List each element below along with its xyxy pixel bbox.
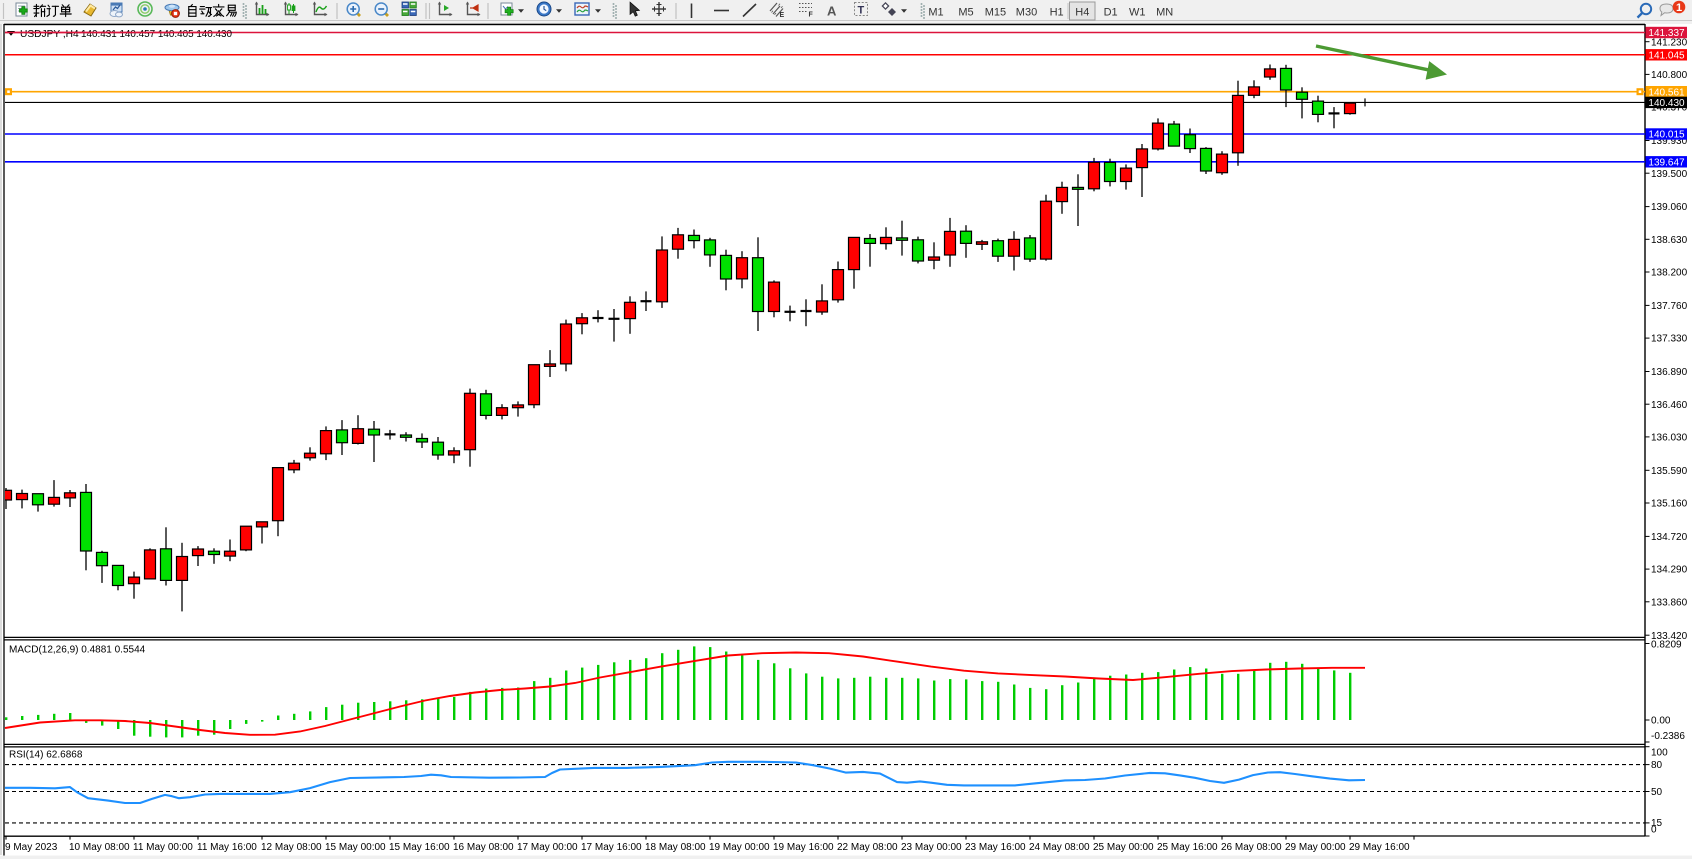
svg-text:D1: D1 [1104, 7, 1118, 19]
svg-text:133.420: 133.420 [1651, 631, 1688, 642]
svg-text:137.330: 137.330 [1651, 334, 1688, 345]
svg-text:136.030: 136.030 [1651, 433, 1688, 444]
svg-text:E: E [780, 12, 785, 19]
svg-text:137.760: 137.760 [1651, 301, 1688, 312]
svg-text:141.230: 141.230 [1651, 37, 1688, 48]
svg-text:140.015: 140.015 [1648, 130, 1685, 141]
svg-text:0: 0 [1651, 825, 1657, 836]
svg-text:50: 50 [1651, 787, 1663, 798]
svg-text:25 May 00:00: 25 May 00:00 [1093, 842, 1154, 853]
svg-text:141.337: 141.337 [1648, 28, 1685, 39]
svg-text:15: 15 [1651, 818, 1663, 829]
svg-text:19 May 16:00: 19 May 16:00 [773, 842, 834, 853]
svg-text:15 May 16:00: 15 May 16:00 [389, 842, 450, 853]
svg-text:M5: M5 [958, 7, 973, 19]
svg-text:17 May 00:00: 17 May 00:00 [517, 842, 578, 853]
svg-text:0.8209: 0.8209 [1651, 640, 1682, 651]
svg-text:25 May 16:00: 25 May 16:00 [1157, 842, 1218, 853]
svg-text:139.500: 139.500 [1651, 169, 1688, 180]
svg-text:140.800: 140.800 [1651, 70, 1688, 81]
svg-text:M1: M1 [928, 7, 943, 19]
svg-text:139.060: 139.060 [1651, 202, 1688, 213]
svg-text:10 May 08:00: 10 May 08:00 [69, 842, 130, 853]
svg-text:1: 1 [1676, 2, 1682, 14]
svg-text:H1: H1 [1050, 7, 1064, 19]
svg-text:139.930: 139.930 [1651, 136, 1688, 147]
svg-text:17 May 16:00: 17 May 16:00 [581, 842, 642, 853]
svg-text:USDJPY ,H4: USDJPY ,H4 [20, 29, 79, 40]
svg-text:11 May 16:00: 11 May 16:00 [197, 842, 257, 853]
svg-text:-0.2386: -0.2386 [1651, 731, 1685, 742]
svg-text:A: A [827, 4, 837, 19]
svg-text:139.647: 139.647 [1648, 157, 1685, 168]
svg-text:135.590: 135.590 [1651, 466, 1688, 477]
svg-text:140.561: 140.561 [1648, 87, 1685, 98]
svg-text:140.430: 140.430 [1648, 98, 1685, 109]
svg-text:140.370: 140.370 [1651, 103, 1688, 114]
svg-text:MN: MN [1156, 7, 1173, 19]
svg-text:24 May 08:00: 24 May 08:00 [1029, 842, 1090, 853]
svg-text:135.160: 135.160 [1651, 499, 1688, 510]
svg-text:80: 80 [1651, 760, 1663, 771]
svg-text:F: F [809, 12, 814, 19]
svg-text:29 May 16:00: 29 May 16:00 [1349, 842, 1410, 853]
svg-text:22 May 08:00: 22 May 08:00 [837, 842, 898, 853]
svg-text:11 May 00:00: 11 May 00:00 [133, 842, 193, 853]
svg-text:23 May 00:00: 23 May 00:00 [901, 842, 962, 853]
svg-text:T: T [858, 5, 865, 17]
svg-text:136.460: 136.460 [1651, 400, 1688, 411]
svg-text:141.045: 141.045 [1648, 50, 1685, 61]
svg-text:26 May 08:00: 26 May 08:00 [1221, 842, 1282, 853]
svg-text:W1: W1 [1129, 7, 1146, 19]
svg-text:138.200: 138.200 [1651, 268, 1688, 279]
svg-text:138.630: 138.630 [1651, 235, 1688, 246]
svg-text:M15: M15 [985, 7, 1006, 19]
svg-text:9 May 2023: 9 May 2023 [5, 842, 58, 853]
svg-text:29 May 00:00: 29 May 00:00 [1285, 842, 1346, 853]
svg-text:M30: M30 [1016, 7, 1037, 19]
svg-text:100: 100 [1651, 748, 1668, 759]
svg-text:15 May 00:00: 15 May 00:00 [325, 842, 386, 853]
svg-text:0.00: 0.00 [1651, 716, 1671, 727]
svg-text:16 May 08:00: 16 May 08:00 [453, 842, 514, 853]
svg-text:140.431 140.457 140.405 140.43: 140.431 140.457 140.405 140.430 [81, 29, 233, 40]
svg-text:RSI(14) 62.6868: RSI(14) 62.6868 [9, 750, 83, 761]
svg-text:134.290: 134.290 [1651, 565, 1688, 576]
svg-text:12 May 08:00: 12 May 08:00 [261, 842, 322, 853]
svg-text:133.860: 133.860 [1651, 597, 1688, 608]
svg-text:H4: H4 [1075, 7, 1089, 19]
svg-text:136.890: 136.890 [1651, 367, 1688, 378]
svg-text:134.720: 134.720 [1651, 532, 1688, 543]
svg-text:18 May 08:00: 18 May 08:00 [645, 842, 706, 853]
svg-text:23 May 16:00: 23 May 16:00 [965, 842, 1026, 853]
svg-text:19 May 00:00: 19 May 00:00 [709, 842, 770, 853]
svg-text:MACD(12,26,9) 0.4881 0.5544: MACD(12,26,9) 0.4881 0.5544 [9, 645, 146, 656]
